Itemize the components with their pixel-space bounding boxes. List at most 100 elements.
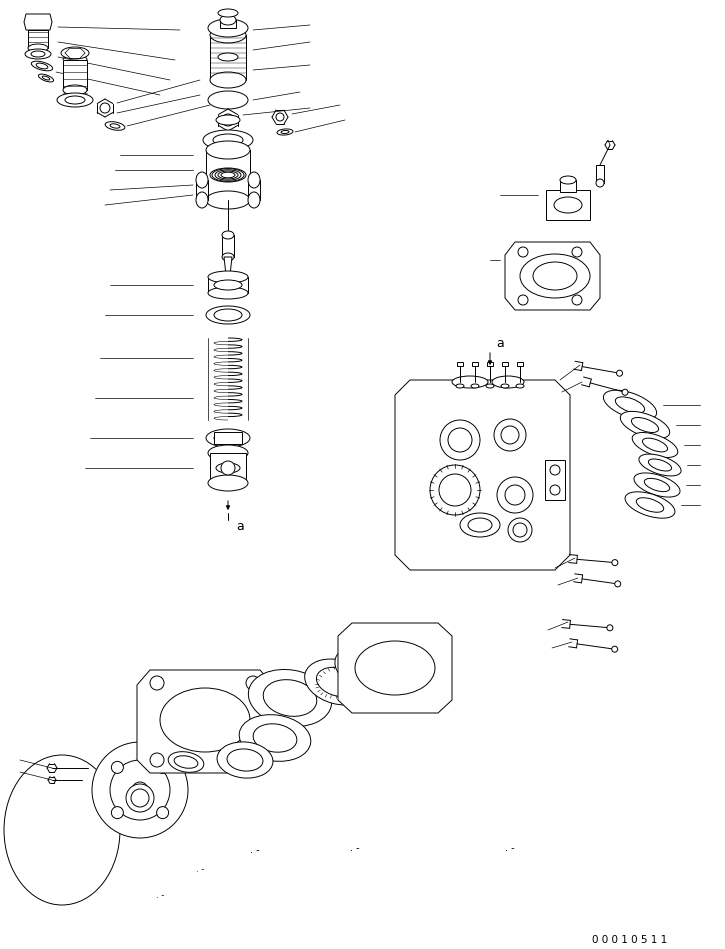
Ellipse shape xyxy=(221,172,235,177)
Bar xyxy=(28,30,48,48)
Bar xyxy=(560,180,576,192)
Ellipse shape xyxy=(42,76,50,80)
Ellipse shape xyxy=(160,688,250,752)
Circle shape xyxy=(92,742,188,838)
Text: . -: . - xyxy=(505,843,515,853)
Circle shape xyxy=(505,485,525,505)
Circle shape xyxy=(112,807,123,819)
Ellipse shape xyxy=(355,641,435,695)
Text: . -: . - xyxy=(250,845,260,855)
Ellipse shape xyxy=(215,170,241,180)
Ellipse shape xyxy=(174,755,198,769)
Ellipse shape xyxy=(224,272,232,278)
Ellipse shape xyxy=(248,172,260,188)
Ellipse shape xyxy=(212,169,244,181)
Ellipse shape xyxy=(208,19,248,37)
Circle shape xyxy=(550,485,560,495)
Ellipse shape xyxy=(456,384,464,388)
Ellipse shape xyxy=(25,49,51,59)
Bar xyxy=(457,362,463,366)
Circle shape xyxy=(440,420,480,460)
Ellipse shape xyxy=(248,192,260,208)
Polygon shape xyxy=(24,14,52,30)
Circle shape xyxy=(448,428,472,452)
Ellipse shape xyxy=(637,497,663,512)
Ellipse shape xyxy=(217,742,273,778)
Circle shape xyxy=(221,461,235,475)
Ellipse shape xyxy=(38,74,54,82)
Ellipse shape xyxy=(208,475,248,491)
Circle shape xyxy=(131,789,149,807)
Circle shape xyxy=(497,477,533,513)
Ellipse shape xyxy=(471,384,479,388)
Ellipse shape xyxy=(520,254,590,298)
Ellipse shape xyxy=(281,130,289,134)
Ellipse shape xyxy=(253,724,297,753)
Ellipse shape xyxy=(452,376,488,388)
Bar xyxy=(545,460,565,500)
Circle shape xyxy=(612,646,618,652)
Ellipse shape xyxy=(216,463,240,473)
Ellipse shape xyxy=(492,376,524,388)
Circle shape xyxy=(612,560,618,566)
Circle shape xyxy=(572,295,582,305)
Bar xyxy=(63,60,87,90)
Ellipse shape xyxy=(603,390,657,419)
Ellipse shape xyxy=(222,231,234,239)
Text: . -: . - xyxy=(350,843,360,853)
Bar xyxy=(196,180,208,200)
Ellipse shape xyxy=(206,141,250,159)
Ellipse shape xyxy=(642,438,668,452)
Ellipse shape xyxy=(616,397,645,413)
Text: 0 0 0 1 0 5 1 1: 0 0 0 1 0 5 1 1 xyxy=(592,935,668,945)
Ellipse shape xyxy=(208,445,248,461)
Ellipse shape xyxy=(57,93,93,107)
Ellipse shape xyxy=(631,418,658,433)
Ellipse shape xyxy=(206,191,250,209)
Circle shape xyxy=(513,523,527,537)
Ellipse shape xyxy=(560,176,576,184)
Bar xyxy=(248,180,260,200)
Circle shape xyxy=(157,807,169,819)
Ellipse shape xyxy=(168,752,204,772)
Ellipse shape xyxy=(220,15,236,25)
Ellipse shape xyxy=(214,280,242,290)
Bar xyxy=(596,165,604,183)
Circle shape xyxy=(112,761,123,773)
Polygon shape xyxy=(505,242,600,310)
Ellipse shape xyxy=(486,384,494,388)
Circle shape xyxy=(494,419,526,451)
Bar xyxy=(214,432,242,444)
Circle shape xyxy=(110,760,170,820)
Bar xyxy=(210,453,246,483)
Ellipse shape xyxy=(203,130,253,150)
Ellipse shape xyxy=(227,749,263,772)
Ellipse shape xyxy=(634,473,680,497)
Bar xyxy=(517,362,523,366)
Circle shape xyxy=(132,782,148,798)
Circle shape xyxy=(100,103,110,113)
Bar xyxy=(220,20,236,28)
Ellipse shape xyxy=(218,53,238,61)
Bar xyxy=(206,150,250,200)
Bar xyxy=(472,362,478,366)
Bar xyxy=(222,235,234,257)
Ellipse shape xyxy=(632,433,678,457)
Text: a: a xyxy=(236,519,244,532)
Ellipse shape xyxy=(460,513,500,537)
Ellipse shape xyxy=(216,115,240,125)
Ellipse shape xyxy=(214,433,242,443)
Bar xyxy=(210,35,246,80)
Ellipse shape xyxy=(554,197,582,213)
Circle shape xyxy=(246,676,260,690)
Polygon shape xyxy=(224,257,232,275)
Ellipse shape xyxy=(625,492,675,518)
Ellipse shape xyxy=(110,124,120,128)
Ellipse shape xyxy=(216,170,240,180)
Circle shape xyxy=(150,676,164,690)
Ellipse shape xyxy=(36,64,48,69)
Ellipse shape xyxy=(249,669,331,727)
Text: . -: . - xyxy=(196,865,204,874)
Ellipse shape xyxy=(214,309,242,321)
Ellipse shape xyxy=(648,459,671,471)
